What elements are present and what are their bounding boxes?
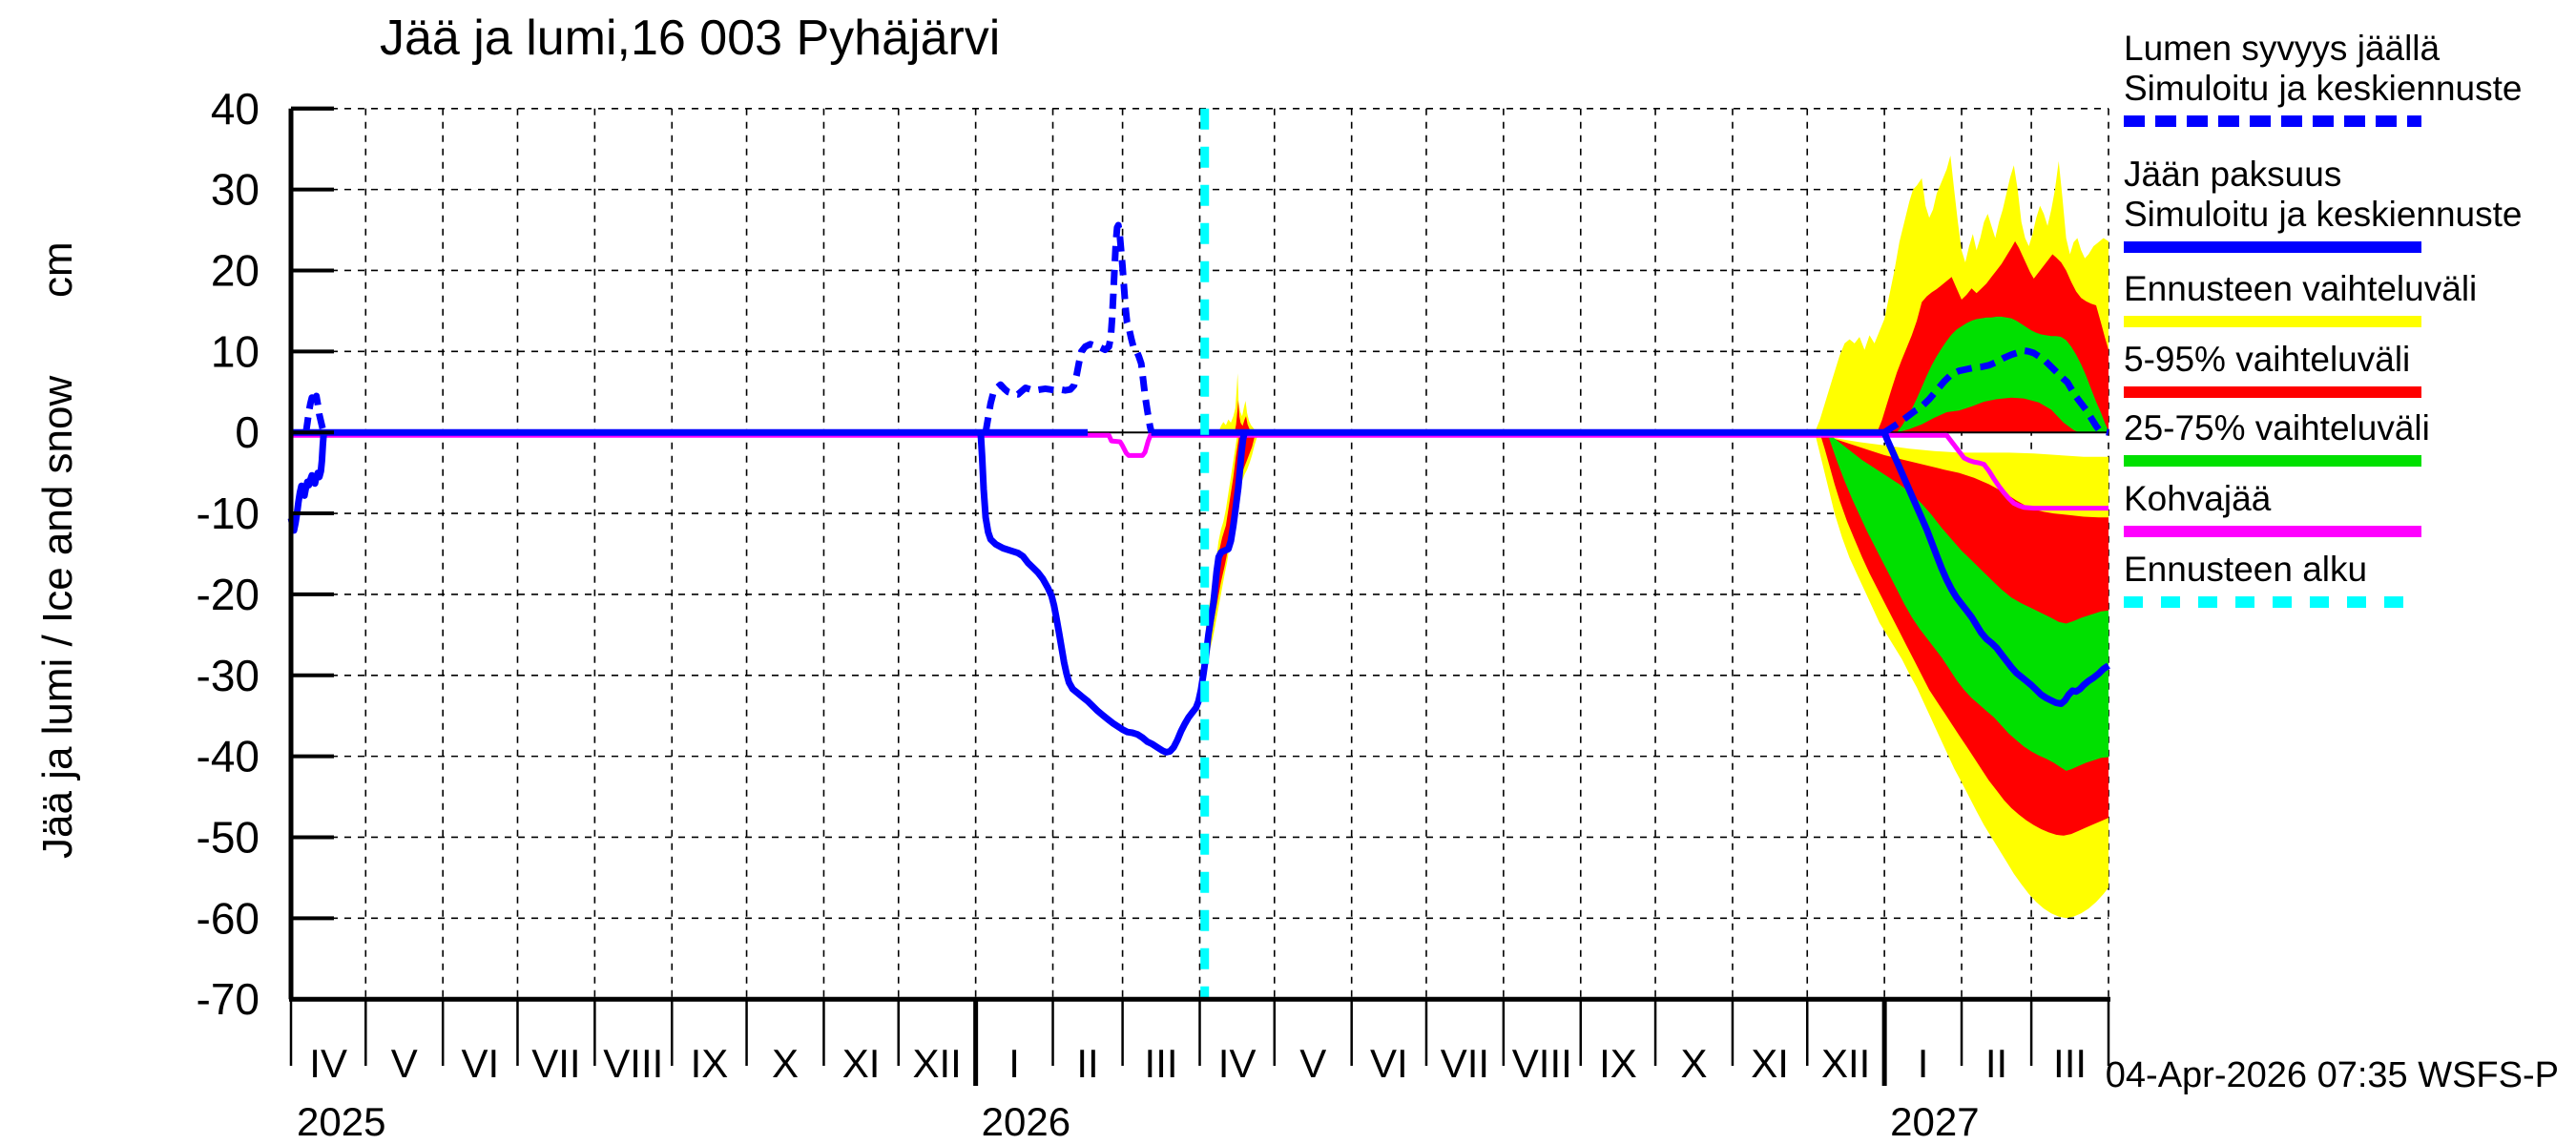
- legend-label: Kohvajää: [2124, 479, 2272, 518]
- month-label: XI: [1751, 1041, 1789, 1086]
- legend-item-forecast-range: Ennusteen vaihteluväli: [2124, 269, 2572, 327]
- month-label: VIII: [1512, 1041, 1572, 1086]
- grid: [291, 107, 2109, 1000]
- legend-label: Simuloitu ja keskiennuste: [2124, 69, 2523, 108]
- ice-band-green-2027: [1827, 432, 2109, 771]
- ice-line-winter-2026: [977, 431, 1248, 756]
- legend-label: Lumen syvyys jäällä: [2124, 29, 2441, 68]
- legend-sample-dashed-blue-line: [2124, 115, 2421, 127]
- y-tick-label: -70: [197, 974, 260, 1024]
- legend-sample-red-line: [2124, 386, 2421, 398]
- y-tick-label: 0: [235, 407, 260, 457]
- legend-sample-solid-blue-line: [2124, 241, 2421, 253]
- snow-band-green-2027: [1897, 316, 2109, 433]
- month-label: IX: [691, 1041, 729, 1086]
- month-label: XII: [1821, 1041, 1870, 1086]
- legend-label: Jään paksuus: [2124, 155, 2342, 194]
- snow-line-winter-2026: [982, 221, 1155, 434]
- axes: [288, 106, 2110, 1086]
- legend-item-ice-thickness: Jään paksuus Simuloitu ja keskiennuste: [2124, 155, 2572, 253]
- legend-sample-magenta-line: [2124, 526, 2421, 537]
- melt-band-yellow: [1206, 432, 1259, 668]
- month-label: I: [1918, 1041, 1929, 1086]
- legend-item-25-75-range: 25-75% vaihteluväli: [2124, 408, 2572, 467]
- legend-item-snow-depth: Lumen syvyys jäällä Simuloitu ja keskien…: [2124, 29, 2572, 127]
- legend-label: Simuloitu ja keskiennuste: [2124, 195, 2523, 234]
- month-label: IX: [1599, 1041, 1637, 1086]
- year-label: 2027: [1890, 1099, 1979, 1144]
- data-lines: [287, 221, 2110, 756]
- month-label: II: [1076, 1041, 1098, 1086]
- month-label: VIII: [603, 1041, 663, 1086]
- snow-line-spring-2025: [302, 392, 327, 434]
- page-title: Jää ja lumi,16 003 Pyhäjärvi: [380, 10, 1001, 66]
- month-label: V: [391, 1041, 418, 1086]
- month-label: X: [1680, 1041, 1707, 1086]
- frazil-ice-line: [291, 432, 2109, 511]
- month-label: X: [772, 1041, 799, 1086]
- y-tick-label: 10: [211, 326, 260, 376]
- y-tick-label: -60: [197, 893, 260, 943]
- month-label: IV: [309, 1041, 347, 1086]
- ice-median-line-2027: [1880, 430, 2110, 707]
- month-label: III: [2053, 1041, 2087, 1086]
- legend-label: Ennusteen vaihteluväli: [2124, 269, 2478, 308]
- y-tick-label: 30: [211, 165, 260, 215]
- forecast-bands: [1206, 156, 2109, 919]
- month-label: VI: [1370, 1041, 1408, 1086]
- y-tick-label: 20: [211, 245, 260, 295]
- month-label: VII: [531, 1041, 580, 1086]
- spring-snow-spike-red: [1235, 400, 1252, 433]
- month-label: III: [1145, 1041, 1178, 1086]
- year-label: 2025: [297, 1099, 385, 1144]
- month-label: VII: [1441, 1041, 1489, 1086]
- spring-snow-spike-yellow: [1218, 373, 1257, 433]
- month-label: XI: [842, 1041, 881, 1086]
- legend-item-frazil-ice: Kohvajää: [2124, 479, 2572, 537]
- legend-sample-green-line: [2124, 455, 2421, 467]
- snow-median-line-2027: [1882, 347, 2109, 436]
- month-label: XII: [913, 1041, 962, 1086]
- legend-label: Ennusteen alku: [2124, 550, 2368, 589]
- y-tick-label: -50: [197, 812, 260, 862]
- y-tick-label: 40: [211, 84, 260, 134]
- y-tick-label: -10: [197, 489, 260, 538]
- y-tick-label: -20: [197, 570, 260, 619]
- timestamp: 04-Apr-2026 07:35 WSFS-P: [2105, 1055, 2559, 1095]
- legend-label: 25-75% vaihteluväli: [2124, 408, 2430, 448]
- y-tick-label: -40: [197, 732, 260, 781]
- legend-item-5-95-range: 5-95% vaihteluväli: [2124, 340, 2572, 398]
- year-label: 2026: [982, 1099, 1070, 1144]
- legend-item-forecast-start: Ennusteen alku: [2124, 550, 2572, 608]
- month-label: VI: [461, 1041, 499, 1086]
- y-tick-label: -30: [197, 651, 260, 700]
- month-label: V: [1299, 1041, 1326, 1086]
- legend-label: 5-95% vaihteluväli: [2124, 340, 2411, 379]
- month-label: I: [1008, 1041, 1020, 1086]
- ice-line-spring-2025: [287, 431, 327, 534]
- month-label: IV: [1218, 1041, 1257, 1086]
- legend-sample-dashed-cyan-line: [2124, 596, 2421, 608]
- legend-sample-yellow-line: [2124, 316, 2421, 327]
- month-label: II: [1985, 1041, 2007, 1086]
